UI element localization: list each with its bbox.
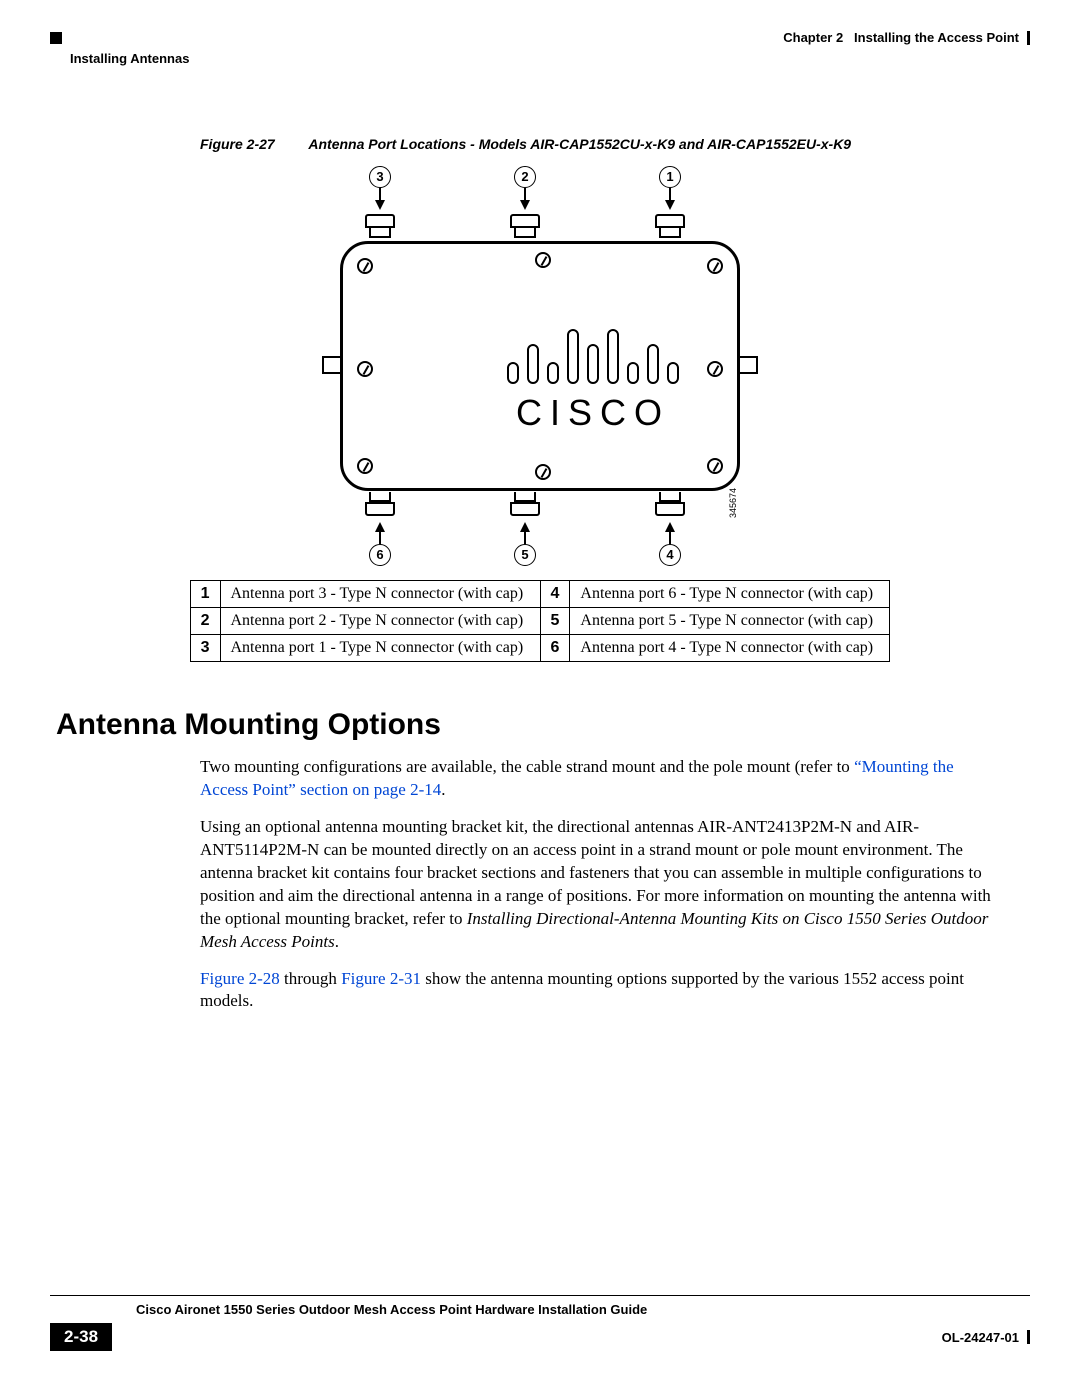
arrow-up-icon <box>375 522 385 532</box>
arrow-down-icon <box>520 200 530 210</box>
callout-5: 5 <box>514 544 536 566</box>
paragraph-1: Two mounting configurations are availabl… <box>200 756 1000 802</box>
arrow-down-icon <box>665 200 675 210</box>
p1-text-b: . <box>441 780 445 799</box>
page-footer: Cisco Aironet 1550 Series Outdoor Mesh A… <box>50 1295 1030 1351</box>
screw-icon <box>357 458 373 474</box>
callout-3: 3 <box>369 166 391 188</box>
chapter-title: Installing the Access Point <box>854 30 1019 45</box>
figure-link-31[interactable]: Figure 2-31 <box>341 969 421 988</box>
header-marker-icon <box>50 32 62 44</box>
arrow-up-icon <box>665 522 675 532</box>
arrow-stem <box>669 532 671 544</box>
header-left <box>50 30 70 44</box>
legend-row: 3Antenna port 1 - Type N connector (with… <box>190 635 890 662</box>
cisco-bars-icon <box>453 324 733 384</box>
screw-icon <box>535 252 551 268</box>
arrow-stem <box>379 188 381 200</box>
cisco-logo: CISCO <box>453 324 733 434</box>
screw-icon <box>707 258 723 274</box>
screw-icon <box>707 458 723 474</box>
page-header: Chapter 2 Installing the Access Point <box>50 30 1030 45</box>
section-breadcrumb: Installing Antennas <box>70 51 1030 66</box>
antenna-port-top <box>365 214 395 238</box>
arrow-up-icon <box>520 522 530 532</box>
p1-text-a: Two mounting configurations are availabl… <box>200 757 854 776</box>
footer-doc-id: OL-24247-01 <box>942 1330 1030 1345</box>
footer-bar-icon <box>1027 1330 1030 1344</box>
arrow-down-icon <box>375 200 385 210</box>
figure-caption: Figure 2-27 Antenna Port Locations - Mod… <box>200 136 1030 152</box>
footer-guide-title: Cisco Aironet 1550 Series Outdoor Mesh A… <box>136 1296 1030 1317</box>
antenna-diagram: 3 2 1 CISCO 6 5 4 345674 <box>290 166 790 566</box>
p2-text-b: . <box>335 932 339 951</box>
callout-6: 6 <box>369 544 391 566</box>
footer-row: 2-38 OL-24247-01 <box>50 1323 1030 1351</box>
callout-1: 1 <box>659 166 681 188</box>
screw-icon <box>357 361 373 377</box>
figure-code: 345674 <box>728 488 738 518</box>
header-right: Chapter 2 Installing the Access Point <box>783 30 1030 45</box>
antenna-port-bottom <box>510 492 540 516</box>
paragraph-2: Using an optional antenna mounting brack… <box>200 816 1000 954</box>
legend-num: 5 <box>540 608 570 635</box>
page: Chapter 2 Installing the Access Point In… <box>0 0 1080 1397</box>
callout-2: 2 <box>514 166 536 188</box>
legend-num: 6 <box>540 635 570 662</box>
screw-icon <box>357 258 373 274</box>
screw-icon <box>535 464 551 480</box>
legend-desc: Antenna port 2 - Type N connector (with … <box>220 608 540 635</box>
legend-row: 1Antenna port 3 - Type N connector (with… <box>190 581 890 608</box>
legend-desc: Antenna port 4 - Type N connector (with … <box>570 635 890 662</box>
arrow-stem <box>379 532 381 544</box>
device-body: CISCO <box>340 241 740 491</box>
legend-num: 4 <box>540 581 570 608</box>
legend-desc: Antenna port 3 - Type N connector (with … <box>220 581 540 608</box>
legend-table: 1Antenna port 3 - Type N connector (with… <box>190 580 891 662</box>
antenna-port-bottom <box>655 492 685 516</box>
figure-title: Antenna Port Locations - Models AIR-CAP1… <box>308 136 851 152</box>
legend-num: 3 <box>190 635 220 662</box>
header-bar-icon <box>1027 31 1030 45</box>
antenna-port-top <box>655 214 685 238</box>
cisco-text: CISCO <box>453 392 733 434</box>
legend-num: 2 <box>190 608 220 635</box>
paragraph-3: Figure 2-28 through Figure 2-31 show the… <box>200 968 1000 1014</box>
section-heading: Antenna Mounting Options <box>56 708 1030 742</box>
doc-id: OL-24247-01 <box>942 1330 1019 1345</box>
page-number-badge: 2-38 <box>50 1323 112 1351</box>
p3-mid: through <box>280 969 341 988</box>
arrow-stem <box>524 532 526 544</box>
callout-4: 4 <box>659 544 681 566</box>
legend-row: 2Antenna port 2 - Type N connector (with… <box>190 608 890 635</box>
figure-number: Figure 2-27 <box>200 136 305 152</box>
figure-link-28[interactable]: Figure 2-28 <box>200 969 280 988</box>
antenna-port-top <box>510 214 540 238</box>
legend-desc: Antenna port 5 - Type N connector (with … <box>570 608 890 635</box>
chapter-label: Chapter 2 <box>783 30 843 45</box>
legend-num: 1 <box>190 581 220 608</box>
arrow-stem <box>669 188 671 200</box>
legend-desc: Antenna port 1 - Type N connector (with … <box>220 635 540 662</box>
arrow-stem <box>524 188 526 200</box>
antenna-port-bottom <box>365 492 395 516</box>
legend-desc: Antenna port 6 - Type N connector (with … <box>570 581 890 608</box>
